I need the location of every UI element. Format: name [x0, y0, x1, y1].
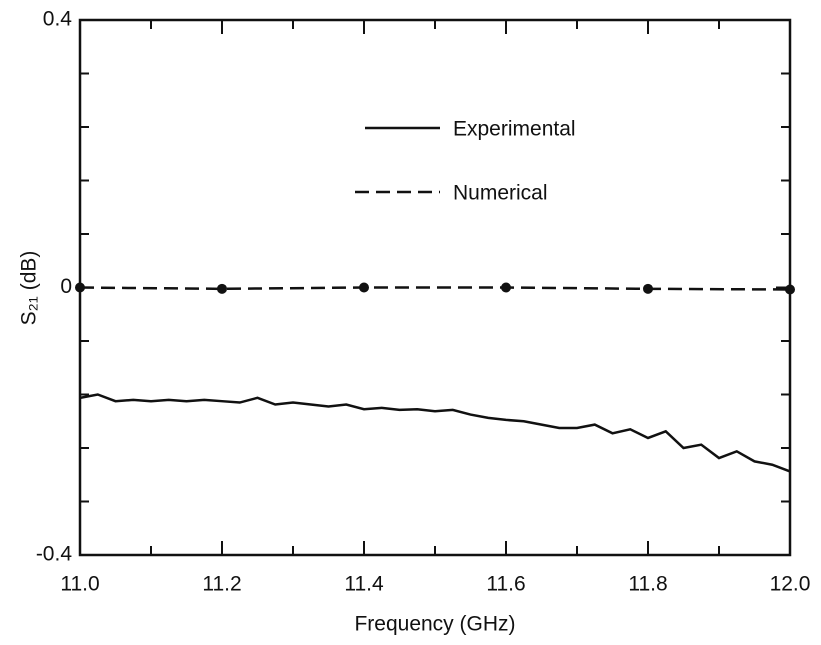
- series-line: [79, 393, 791, 473]
- legend-label: Experimental: [453, 118, 576, 141]
- series-line: [79, 286, 791, 291]
- y-tick-label: 0: [60, 275, 72, 298]
- point: [75, 282, 85, 293]
- x-tick-label: 11.6: [486, 573, 525, 596]
- point: [643, 283, 653, 294]
- x-axis-label: Frequency (GHz): [354, 613, 515, 636]
- point: [359, 282, 369, 293]
- legend-label: Numerical: [453, 182, 548, 205]
- y-tick-label: -0.4: [36, 543, 73, 566]
- x-tick-label: 11.2: [202, 573, 241, 596]
- x-tick-label: 11.0: [60, 573, 99, 596]
- point: [217, 283, 227, 294]
- point: [785, 284, 795, 295]
- y-tick-label: 0.4: [43, 8, 73, 31]
- y-axis-label: S₂₁ (dB): [18, 251, 41, 326]
- x-tick-label: 11.8: [628, 573, 667, 596]
- x-tick-label: 11.4: [344, 573, 384, 596]
- x-tick-label: 12.0: [770, 573, 811, 596]
- point: [501, 282, 511, 293]
